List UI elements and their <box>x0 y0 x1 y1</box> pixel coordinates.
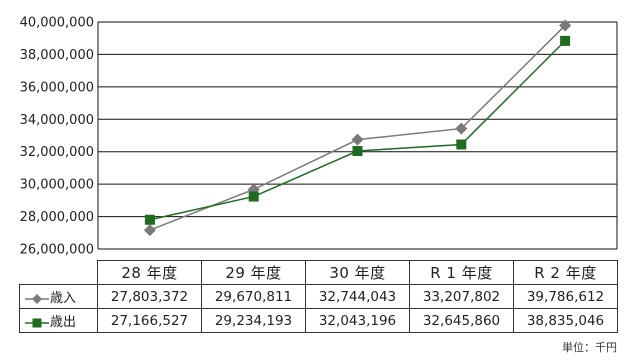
table-cell: 32,043,196 <box>305 308 410 333</box>
data-point-square <box>248 191 259 202</box>
category-header: R 2 年度 <box>513 260 618 285</box>
series-name-expenditure: 歳出 <box>50 315 77 330</box>
table-cell: 33,207,802 <box>409 284 514 309</box>
y-tick-label: 28,000,000 <box>20 210 94 225</box>
y-tick-label: 34,000,000 <box>20 113 94 128</box>
table-row-revenue: 歳入 27,803,372 29,670,811 32,744,043 33,2… <box>19 284 618 309</box>
table-cell: 32,645,860 <box>409 308 514 333</box>
table-row-expenditure: 歳出 27,166,527 29,234,193 32,043,196 32,6… <box>19 308 618 333</box>
data-point-square <box>144 214 155 225</box>
table-corner <box>19 260 98 285</box>
category-header: 29 年度 <box>201 260 306 285</box>
category-header: 28 年度 <box>97 260 202 285</box>
y-tick-label: 30,000,000 <box>20 178 94 193</box>
unit-note: 単位：千円 <box>562 341 617 354</box>
data-point-square <box>352 146 363 157</box>
category-header-row: 28 年度 29 年度 30 年度 R 1 年度 R 2 年度 <box>19 260 618 285</box>
data-point-square <box>560 35 571 46</box>
category-header: R 1 年度 <box>409 260 514 285</box>
series-name-revenue: 歳入 <box>50 291 77 306</box>
data-point-square <box>456 139 467 150</box>
table-cell: 27,166,527 <box>97 308 202 333</box>
table-cell: 29,670,811 <box>201 284 306 309</box>
table-cell: 38,835,046 <box>513 308 618 333</box>
legend-square-icon <box>25 318 49 327</box>
y-tick-label: 38,000,000 <box>20 48 94 63</box>
data-point-diamond <box>455 122 468 135</box>
table-cell: 29,234,193 <box>201 308 306 333</box>
series-layer <box>143 19 572 237</box>
table-cell: 32,744,043 <box>305 284 410 309</box>
data-point-diamond <box>351 133 364 146</box>
data-table: 28 年度 29 年度 30 年度 R 1 年度 R 2 年度 歳入 27,80… <box>19 260 618 333</box>
y-tick-label: 40,000,000 <box>20 16 94 31</box>
table-cell: 39,786,612 <box>513 284 618 309</box>
data-point-diamond <box>143 224 156 237</box>
y-tick-label: 36,000,000 <box>20 80 94 95</box>
series-line-revenue <box>149 24 566 231</box>
legend-diamond-icon <box>25 293 49 304</box>
legend-expenditure: 歳出 <box>19 308 98 333</box>
y-tick-label: 32,000,000 <box>20 145 94 160</box>
data-point-diamond <box>559 19 572 32</box>
y-axis: 26,000,000 28,000,000 30,000,000 32,000,000… <box>20 16 94 258</box>
table-cell: 27,803,372 <box>97 284 202 309</box>
category-header: 30 年度 <box>305 260 410 285</box>
y-tick-label: 26,000,000 <box>20 243 94 258</box>
legend-revenue: 歳入 <box>19 284 98 309</box>
series-line-expenditure <box>149 40 566 221</box>
line-chart: 26,000,000 28,000,000 30,000,000 32,000,000… <box>20 16 618 258</box>
